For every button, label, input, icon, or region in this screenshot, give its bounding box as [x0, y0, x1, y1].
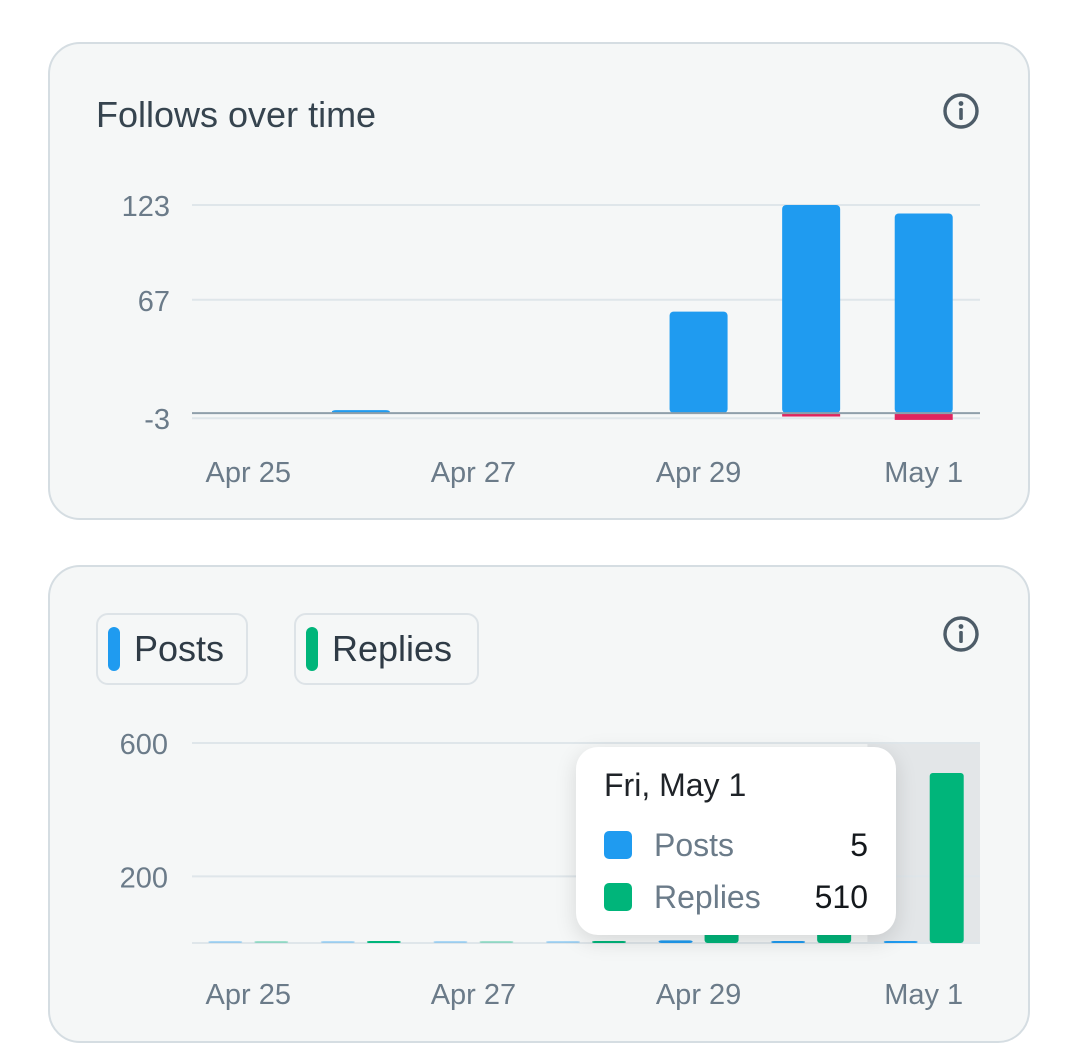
posts-swatch — [108, 627, 120, 671]
tooltip-replies-swatch — [604, 883, 632, 911]
unfollows-bar[interactable] — [894, 413, 953, 420]
posts-bar[interactable] — [208, 941, 243, 943]
info-icon[interactable] — [942, 92, 980, 130]
legend-posts-label: Posts — [134, 628, 225, 669]
activity-y-tick-label: 200 — [120, 862, 168, 894]
posts-bar[interactable] — [658, 940, 693, 943]
tooltip-row-replies: Replies 510 — [604, 877, 868, 917]
follows-x-tick-label: May 1 — [884, 457, 963, 489]
activity-card: Posts Replies 600 200 Apr 25 Apr 27 Apr 29 Ma… — [48, 565, 1030, 1043]
follows-card: Follows over time 123 67 -3 Apr 25 Apr 27 Apr… — [48, 42, 1030, 520]
tooltip-date: Fri, May 1 — [604, 767, 747, 803]
posts-bar[interactable] — [546, 941, 580, 943]
tooltip-replies-value: 510 — [814, 878, 868, 915]
tooltip-posts-label: Posts — [654, 826, 735, 863]
legend-replies-label: Replies — [332, 628, 453, 669]
tooltip-row-posts: Posts 5 — [604, 825, 868, 865]
replies-swatch — [306, 627, 318, 671]
posts-bar[interactable] — [320, 941, 355, 943]
activity-x-tick-label: Apr 27 — [431, 979, 516, 1011]
tooltip-posts-swatch — [604, 831, 632, 859]
follows-x-tick-label: Apr 25 — [206, 457, 291, 489]
activity-x-tick-label: Apr 25 — [206, 979, 291, 1011]
follows-bar[interactable] — [669, 311, 728, 414]
follows-x-tick-label: Apr 27 — [431, 457, 516, 489]
follows-chart: 123 67 -3 Apr 25 Apr 27 Apr 29 May 1 — [122, 191, 980, 489]
activity-x-tick-label: May 1 — [884, 979, 963, 1011]
tooltip-posts-value: 5 — [850, 826, 868, 863]
replies-bar[interactable] — [592, 941, 626, 943]
tooltip-replies-label: Replies — [654, 878, 761, 915]
replies-bar[interactable] — [479, 941, 514, 943]
posts-bar[interactable] — [883, 941, 918, 943]
follows-y-tick-label: -3 — [144, 404, 170, 436]
chart-tooltip: Fri, May 1 Posts 5 Replies 510 — [576, 747, 896, 935]
follows-bar[interactable] — [782, 205, 841, 414]
follows-x-tick-label: Apr 29 — [656, 457, 741, 489]
legend-replies-toggle[interactable]: Replies — [294, 613, 479, 685]
follows-bar[interactable] — [894, 213, 953, 414]
follows-chart-title: Follows over time — [96, 94, 377, 135]
follows-y-tick-label: 123 — [122, 191, 170, 223]
info-icon[interactable] — [942, 615, 980, 653]
unfollows-bar[interactable] — [782, 413, 841, 417]
posts-bar[interactable] — [771, 941, 806, 943]
follows-y-tick-label: 67 — [138, 286, 170, 318]
activity-y-tick-label: 600 — [120, 729, 168, 761]
posts-bar[interactable] — [433, 941, 468, 943]
replies-bar[interactable] — [366, 941, 401, 943]
legend-posts-toggle[interactable]: Posts — [96, 613, 248, 685]
activity-x-tick-label: Apr 29 — [656, 979, 741, 1011]
replies-bar[interactable] — [254, 941, 289, 943]
replies-bar[interactable] — [929, 773, 964, 943]
